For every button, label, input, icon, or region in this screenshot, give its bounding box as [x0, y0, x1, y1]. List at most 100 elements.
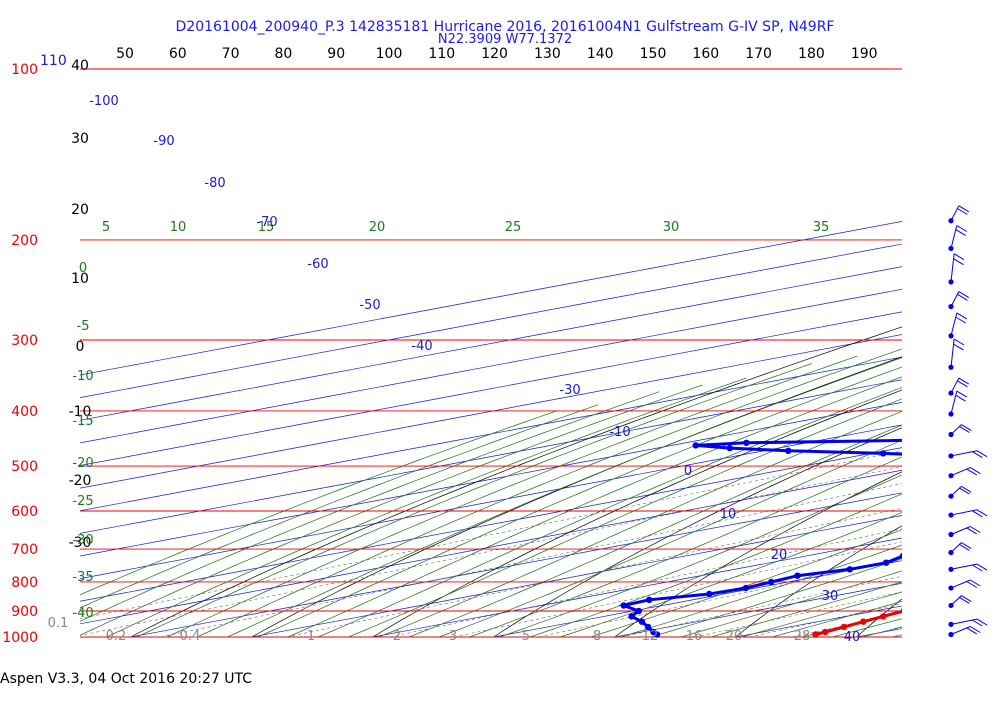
pressure-label: 200 [11, 233, 38, 249]
wind-barb [948, 378, 968, 396]
dewpoint-profile [624, 305, 1000, 635]
isotherm-label: -10 [609, 425, 630, 440]
mixing-ratio-label: 0.4 [180, 629, 201, 644]
moist-adiabat-line [893, 240, 1000, 637]
isotherm-line [0, 69, 1000, 637]
top-axis-label: 90 [327, 46, 345, 62]
dewpoint-profile-point [621, 602, 627, 608]
isotherm-line [10, 69, 1000, 637]
dry-adiabat-line [615, 69, 1000, 637]
isotherm-line [0, 69, 1000, 637]
isotherm-line [615, 69, 1000, 637]
isotherm-line [0, 69, 1000, 637]
moist-adiabat-line [621, 240, 1000, 637]
temperature-profile-point [919, 602, 925, 608]
moist-adiabat-label: 15 [258, 220, 275, 235]
top-axis-label: 190 [851, 46, 878, 62]
moist-adiabat-label: -40 [72, 606, 93, 621]
dewpoint-profile-point [925, 546, 931, 552]
top-axis-label: 180 [798, 46, 825, 62]
left-axis-label: 20 [71, 202, 89, 218]
top-axis-label: 130 [534, 46, 561, 62]
temperature-profile-point [961, 585, 967, 591]
mixing-ratio-label: 2 [393, 629, 401, 644]
moist-adiabat-label: -35 [72, 570, 93, 585]
temperature-profile-point [901, 608, 907, 614]
mixing-ratio-line [860, 411, 1000, 637]
moist-adiabat-label: -20 [72, 456, 93, 471]
mixing-ratio-line [539, 411, 1000, 637]
wind-barb [948, 543, 971, 556]
moist-adiabat-line [288, 314, 1000, 637]
isotherm-label: 40 [844, 630, 861, 645]
wind-barb [948, 313, 966, 339]
isotherm-label: -50 [359, 298, 380, 313]
top-axis-label: 50 [116, 46, 134, 62]
isotherm-line [0, 69, 1000, 637]
isotherm-label: -60 [307, 257, 328, 272]
pressure-label: 500 [11, 459, 38, 475]
dewpoint-profile-point [785, 448, 791, 454]
temperature-profile-point [929, 597, 935, 603]
temperature-profile-point [860, 619, 866, 625]
moist-adiabat-label: -30 [72, 533, 93, 548]
moist-adiabat-label: 35 [813, 220, 830, 235]
wind-barb [948, 627, 980, 638]
isotherm-label: -80 [204, 176, 225, 191]
top-axis-label: 80 [274, 46, 292, 62]
mixing-ratio-line [621, 411, 1000, 637]
mixing-ratio-label: 20 [726, 629, 743, 644]
dry-adiabat-line [857, 69, 1000, 637]
pressure-label: 800 [11, 575, 38, 591]
wind-barb [948, 486, 971, 498]
left-axis-label: 0 [76, 339, 85, 355]
top-axis-label: 110 [428, 46, 455, 62]
moist-adiabat-label: 10 [170, 220, 187, 235]
wind-barb [948, 580, 980, 591]
temperature-profile-point [944, 591, 950, 597]
wind-barb [948, 254, 964, 285]
moist-adiabat-label: 5 [102, 220, 110, 235]
dewpoint-profile-point [628, 613, 634, 619]
dewpoint-profile-point [768, 579, 774, 585]
moist-adiabat-label: 0 [79, 261, 87, 276]
dewpoint-profile-point [693, 442, 699, 448]
isotherm-label: -30 [559, 383, 580, 398]
dewpoint-profile-point [954, 539, 960, 545]
moist-adiabat-line [500, 240, 1000, 637]
mixing-ratio-label: 0.2 [106, 629, 127, 644]
dry-adiabat-line [494, 69, 1000, 637]
top-left-temp-label: 110 [40, 53, 67, 69]
wind-barb [948, 468, 980, 479]
dewpoint-profile-point [900, 553, 906, 559]
wind-barb [948, 510, 987, 518]
mixing-ratio-line [286, 411, 1000, 637]
mixing-ratio-label: 16 [686, 629, 703, 644]
isotherm-label: 10 [720, 507, 737, 522]
isotherm-label: -90 [153, 134, 174, 149]
pressure-label: 400 [11, 404, 38, 420]
mixing-ratio-label: 28 [794, 629, 811, 644]
chart-title-line2: N22.3909 W77.1372 [438, 32, 572, 47]
isotherm-line [131, 69, 1000, 637]
moist-adiabat-line [651, 240, 1000, 637]
wind-barb [948, 451, 987, 459]
wind-barb [948, 619, 987, 627]
dewpoint-profile-point [883, 560, 889, 566]
left-axis-label: 30 [71, 131, 89, 147]
isotherm-line [252, 69, 1000, 637]
temperature-profile-point [822, 629, 828, 635]
isotherm-line [0, 69, 1000, 637]
moist-adiabat-line [409, 275, 1000, 638]
isotherm-line [0, 69, 1000, 637]
dry-adiabat-line [978, 69, 1000, 637]
temperature-profile-point [880, 613, 886, 619]
pressure-label: 100 [11, 62, 38, 78]
dry-adiabat-line [131, 69, 1000, 637]
wind-barb [948, 226, 966, 252]
isotherm-label: 30 [822, 589, 839, 604]
moist-adiabat-line [802, 240, 1000, 637]
top-axis-label: 120 [481, 46, 508, 62]
moist-adiabat-label: 30 [663, 220, 680, 235]
mixing-ratio-line [695, 411, 1000, 637]
